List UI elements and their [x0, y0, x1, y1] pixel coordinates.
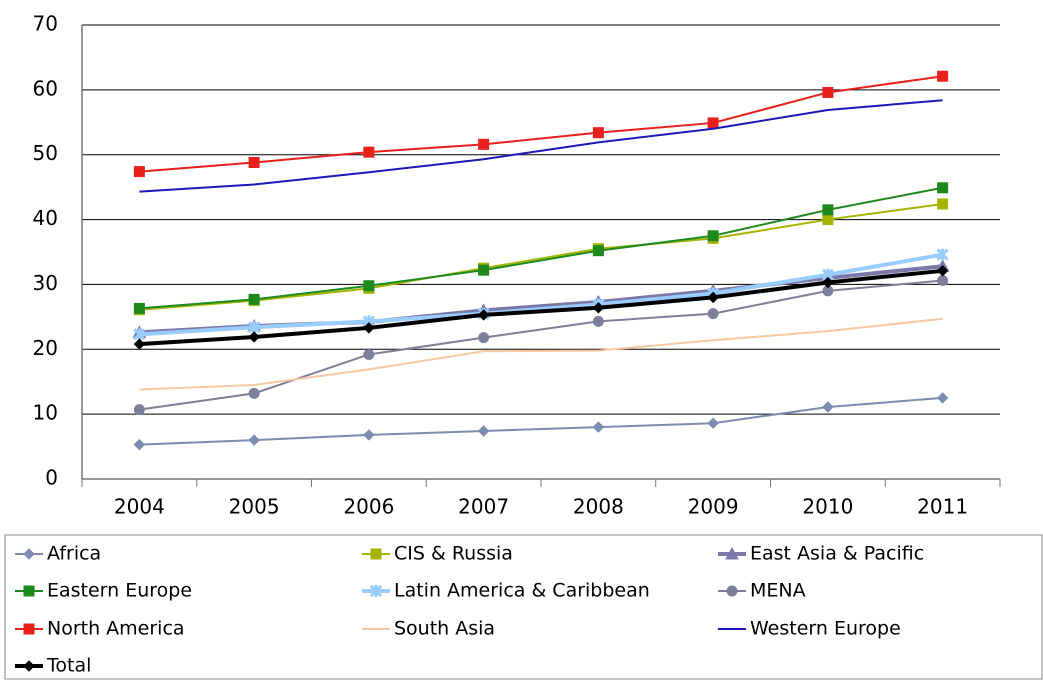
legend-label: East Asia & Pacific	[750, 543, 924, 565]
data-point	[248, 434, 260, 446]
data-point	[822, 86, 834, 98]
legend-label: Total	[46, 655, 91, 677]
data-point	[133, 166, 145, 178]
data-point	[936, 392, 949, 404]
data-point	[248, 293, 260, 305]
series-line	[139, 252, 943, 337]
data-point	[363, 280, 375, 292]
legend-marker	[725, 546, 739, 560]
legend-marker	[23, 548, 35, 560]
y-tick-label: 70	[33, 12, 58, 36]
data-point	[478, 138, 490, 150]
x-tick-label: 2009	[688, 495, 739, 519]
legend-label: CIS & Russia	[394, 543, 513, 565]
y-tick-label: 0	[45, 466, 58, 490]
legend-label: North America	[47, 618, 185, 640]
data-point	[248, 331, 260, 343]
legend-marker	[369, 584, 383, 598]
y-tick-label: 40	[33, 206, 58, 230]
y-tick-label: 50	[33, 141, 58, 165]
y-tick-label: 60	[33, 76, 58, 100]
data-point	[822, 214, 834, 226]
x-tick-label: 2004	[114, 495, 165, 519]
data-point	[478, 332, 490, 344]
data-point	[592, 315, 604, 327]
data-point	[937, 182, 949, 194]
x-tick-label: 2011	[917, 495, 968, 519]
legend-label: South Asia	[394, 618, 495, 640]
legend-marker	[370, 548, 382, 560]
data-point	[133, 302, 145, 314]
data-point	[822, 276, 834, 289]
data-point	[477, 425, 490, 437]
legend-label: Western Europe	[750, 618, 901, 640]
x-tick-label: 2005	[229, 495, 280, 519]
legend-marker	[726, 585, 738, 597]
data-point	[707, 117, 719, 129]
data-point	[937, 198, 949, 210]
series-line	[139, 186, 943, 310]
y-tick-label: 30	[33, 271, 58, 295]
data-point	[937, 70, 949, 82]
legend-box	[4, 534, 1043, 680]
data-point	[363, 322, 375, 334]
data-point	[248, 387, 260, 399]
y-tick-label: 20	[33, 336, 58, 360]
data-point	[707, 291, 719, 304]
data-point	[707, 417, 719, 429]
data-point	[133, 438, 146, 451]
x-tick-label: 2008	[573, 495, 624, 519]
data-point	[822, 401, 834, 413]
data-point	[133, 338, 146, 350]
series-line	[139, 268, 943, 347]
data-point	[822, 204, 834, 216]
data-point	[592, 127, 604, 139]
legend-marker	[23, 660, 35, 672]
legend-label: MENA	[750, 580, 806, 602]
data-point	[592, 302, 605, 314]
data-point	[478, 264, 490, 276]
data-point	[477, 309, 490, 321]
legend-label: Eastern Europe	[47, 580, 192, 602]
legend-marker	[23, 623, 35, 635]
data-point	[592, 421, 605, 433]
series-line	[139, 396, 943, 446]
x-tick-label: 2010	[802, 495, 853, 519]
legend-label: Africa	[47, 543, 101, 565]
data-point	[937, 275, 949, 287]
data-point	[248, 321, 261, 334]
series-line	[139, 317, 943, 391]
x-tick-label: 2006	[343, 495, 394, 519]
series-line	[139, 279, 943, 411]
data-point	[707, 230, 719, 242]
x-tick-label: 2007	[458, 495, 509, 519]
data-point	[707, 308, 719, 320]
data-point	[248, 156, 260, 168]
series-line	[139, 99, 943, 193]
legend-label: Latin America & Caribbean	[394, 580, 650, 602]
data-point	[936, 248, 949, 261]
series-line	[139, 203, 943, 311]
data-point	[363, 146, 375, 158]
legend-marker	[23, 585, 35, 597]
series-line	[139, 75, 943, 173]
data-point	[363, 429, 375, 441]
data-point	[133, 328, 146, 341]
y-tick-label: 10	[33, 401, 58, 425]
data-point	[133, 404, 145, 416]
data-point	[936, 265, 949, 277]
data-point	[592, 245, 604, 257]
legend: Africa CIS & Russia East Asia & Pacific Eas…	[15, 543, 924, 677]
data-point	[363, 348, 375, 360]
